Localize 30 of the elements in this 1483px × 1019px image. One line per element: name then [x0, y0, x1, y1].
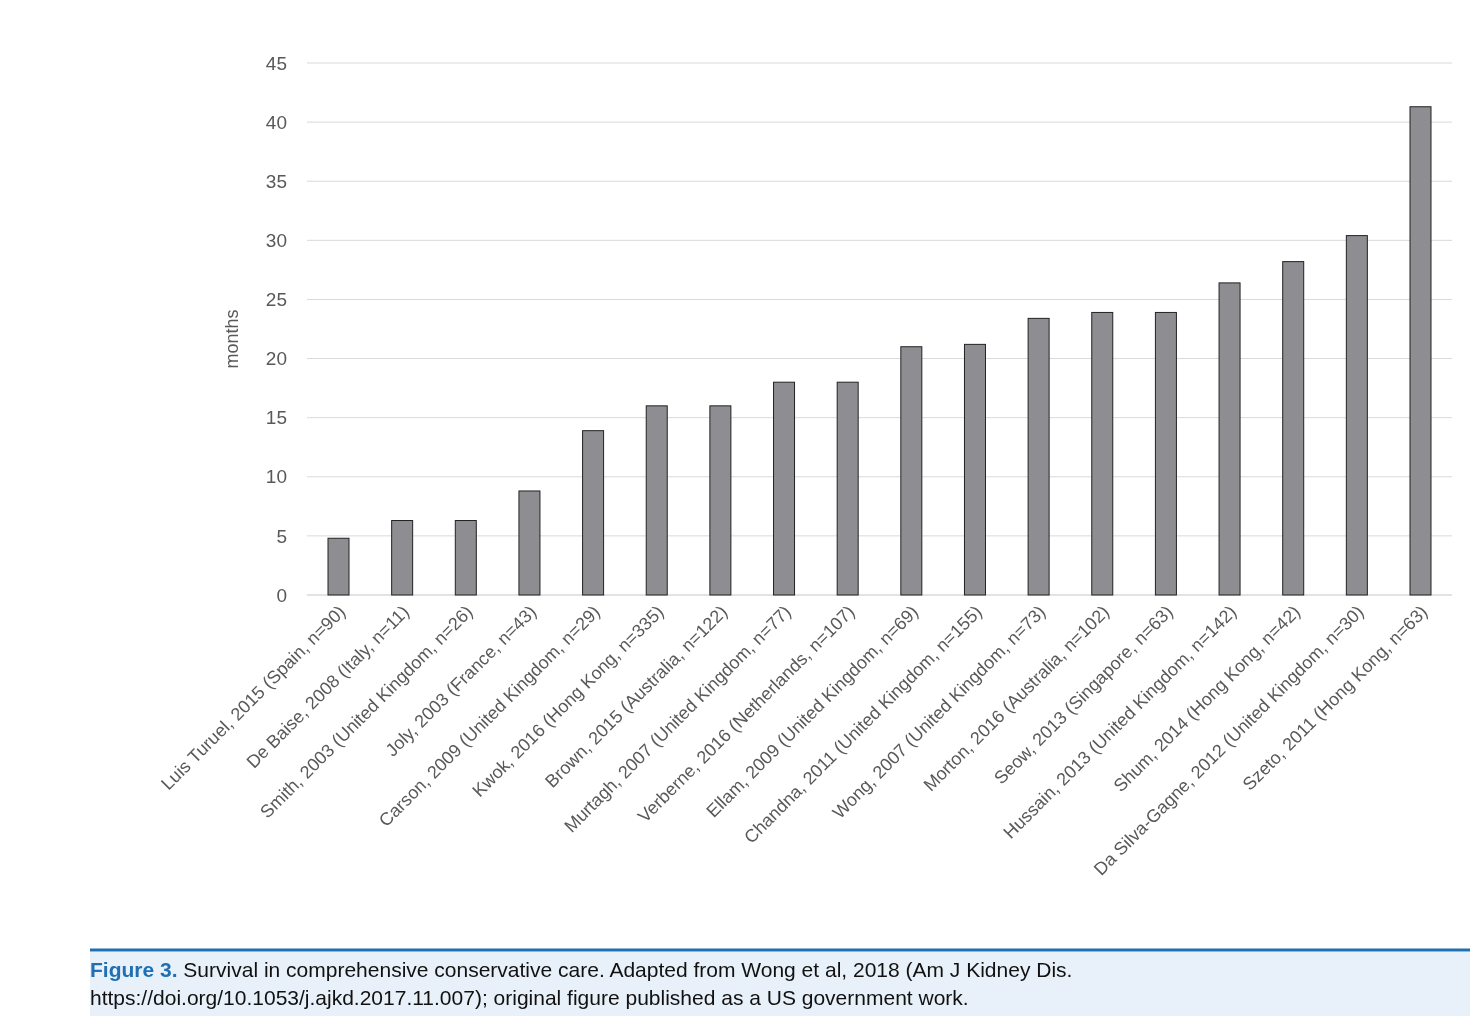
- bar: [1154, 311, 1177, 596]
- bar: [1091, 311, 1114, 596]
- y-tick-label: 20: [265, 348, 287, 370]
- bar: [963, 343, 986, 596]
- y-tick-label: 30: [265, 229, 287, 251]
- bar: [645, 405, 668, 596]
- bar: [1027, 317, 1050, 596]
- y-tick-label: 0: [276, 584, 287, 606]
- y-tick-label: 5: [276, 525, 287, 547]
- bar: [1218, 282, 1241, 596]
- bar: [454, 520, 477, 596]
- bar: [773, 381, 796, 596]
- bar: [1409, 106, 1432, 596]
- bar: [900, 346, 923, 596]
- y-tick-label: 10: [265, 466, 287, 488]
- bar: [327, 537, 350, 596]
- bar: [518, 490, 541, 596]
- bar: [391, 520, 414, 596]
- bar: [1282, 261, 1305, 596]
- y-tick-label: 40: [265, 111, 287, 133]
- bar: [836, 381, 859, 596]
- y-tick-label: 35: [265, 170, 287, 192]
- bar: [1345, 235, 1368, 596]
- bar: [582, 430, 605, 596]
- caption: Figure 3. Survival in comprehensive conservative care. Adapted from Wong et al, 2018 (Am J Kidney Dis. https://doi.org/10.1053/j.ajkd.2017.11.007); original figure published as a US government work.: [90, 957, 1074, 1011]
- y-tick-label: 25: [265, 289, 287, 311]
- y-tick-label: 45: [265, 52, 287, 74]
- bar: [709, 405, 732, 596]
- y-axis-title: months: [222, 309, 242, 369]
- y-tick-label: 15: [265, 407, 287, 429]
